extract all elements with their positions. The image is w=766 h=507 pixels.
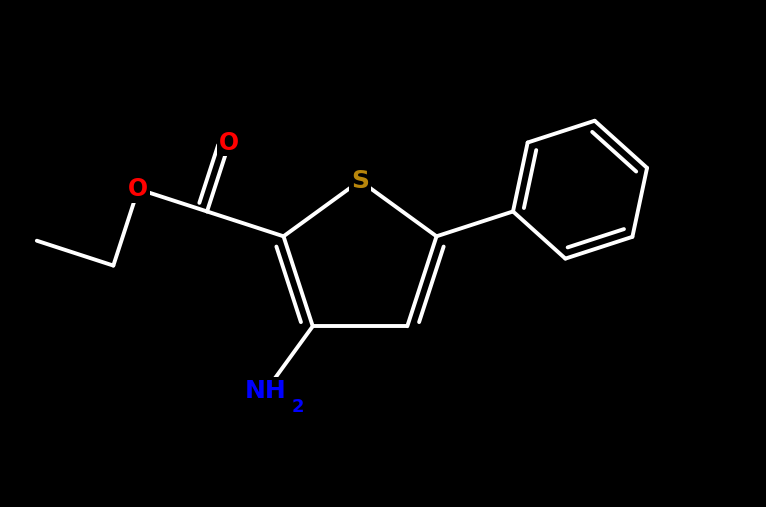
- Text: 2: 2: [291, 397, 304, 416]
- Text: S: S: [351, 169, 369, 193]
- Text: NH: NH: [244, 379, 286, 403]
- Text: O: O: [219, 131, 240, 155]
- Text: O: O: [128, 177, 149, 201]
